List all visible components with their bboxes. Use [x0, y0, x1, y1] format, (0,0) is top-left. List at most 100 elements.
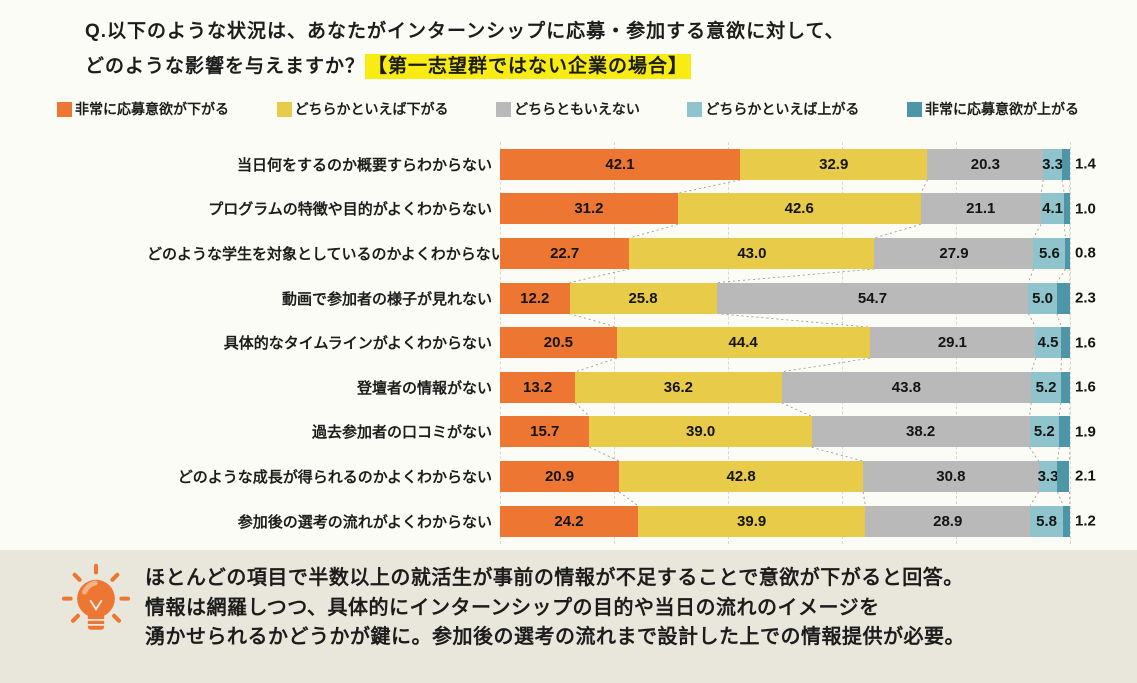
- segment-value: 29.1: [937, 334, 968, 352]
- segment-value: 5.2: [1035, 378, 1057, 396]
- bar-segment: 15.7: [500, 416, 590, 448]
- legend-item: どちらともいえない: [496, 99, 640, 119]
- legend-item: 非常に応募意欲が下がる: [57, 99, 229, 119]
- segment-value: 4.5: [1037, 334, 1059, 352]
- legend-swatch-icon: [906, 101, 922, 117]
- segment-value: 43.0: [737, 244, 767, 262]
- bar-segment: 25.8: [569, 282, 717, 314]
- bar-segment: 12.2: [500, 282, 570, 314]
- segment-value: 21.1: [966, 200, 996, 218]
- bar-segment: 36.2: [575, 371, 782, 403]
- segment-value: 28.9: [933, 512, 963, 530]
- segment-value: 5.8: [1036, 512, 1058, 530]
- chart-row: 当日何をするのか概要すらわからない 42.1 32.9 20.3 3.3 1.4: [147, 142, 1137, 187]
- bar-segment: 39.9: [637, 505, 866, 537]
- segment-value: 38.2: [906, 423, 936, 441]
- bar-segment: 5.2: [1029, 416, 1060, 448]
- segment-value: 32.9: [819, 155, 849, 173]
- legend-label: どちらともいえない: [514, 101, 640, 117]
- stacked-bar: 42.1 32.9 20.3 3.3 1.4: [500, 148, 1096, 180]
- bar-segment: 38.2: [811, 416, 1030, 448]
- insight-text: ほとんどの項目で半数以上の就活生が事前の情報が不足することで意欲が下がると回答。…: [145, 564, 965, 653]
- segment-value: 39.9: [737, 512, 767, 530]
- title-line1: Q.以下のような状況は、あなたがインターンシップに応募・参加する意欲に対して、: [85, 21, 845, 42]
- segment-value: 42.6: [784, 200, 814, 218]
- segment-value: 5.2: [1033, 423, 1055, 441]
- stacked-bar: 12.2 25.8 54.7 5.0 2.3: [500, 282, 1096, 314]
- segment-value: 36.2: [663, 378, 693, 396]
- bar-segment: [1061, 148, 1070, 180]
- segment-value-outside: 1.6: [1075, 378, 1096, 396]
- insight-line1: ほとんどの項目で半数以上の就活生が事前の情報が不足することで意欲が下がると回答。: [145, 567, 964, 589]
- legend-item: どちらかといえば上がる: [687, 99, 859, 119]
- stacked-bar: 13.2 36.2 43.8 5.2 1.6: [500, 371, 1096, 403]
- category-label: どのような学生を対象としているのかよくわからない: [147, 245, 506, 263]
- chart-row: プログラムの特徴や目的がよくわからない 31.2 42.6 21.1 4.1 1.0: [147, 187, 1137, 232]
- legend-label: どちらかといえば下がる: [294, 101, 449, 117]
- insight-line3: 湧かせられるかどうかが鍵に。参加後の選考の流れまで設計した上での情報提供が必要。: [145, 626, 965, 648]
- chart-row: どのような学生を対象としているのかよくわからない 22.7 43.0 27.9 5.6 0…: [147, 231, 1137, 276]
- legend-label: どちらかといえば上がる: [705, 101, 860, 117]
- bar-segment: 42.8: [619, 460, 864, 492]
- bar-segment: 27.9: [874, 237, 1034, 269]
- bar-segment: 42.6: [677, 193, 921, 225]
- legend-swatch-icon: [687, 101, 703, 117]
- bar-segment: [1060, 327, 1070, 359]
- bar-segment: [1057, 460, 1070, 492]
- bar-segment: 29.1: [869, 327, 1036, 359]
- bar-segment: 3.3: [1038, 460, 1058, 492]
- bar-segment: [1063, 505, 1070, 537]
- segment-value: 20.3: [970, 155, 1000, 173]
- legend-swatch-icon: [276, 101, 292, 117]
- stacked-bar: 20.5 44.4 29.1 4.5 1.6: [500, 327, 1096, 359]
- bar-segment: 5.6: [1033, 237, 1066, 269]
- bar-segment: 20.5: [500, 327, 617, 359]
- stacked-bar-chart: 当日何をするのか概要すらわからない 42.1 32.9 20.3 3.3 1.4 プログラム…: [147, 142, 1137, 544]
- segment-value: 3.3: [1042, 155, 1064, 173]
- bar-segment: 54.7: [716, 282, 1029, 314]
- title-line2-prefix: どのような影響を与えますか？: [85, 56, 366, 77]
- segment-value: 22.7: [550, 244, 580, 262]
- bar-segment: 42.1: [500, 148, 740, 180]
- bar-segment: 32.9: [739, 148, 928, 180]
- segment-value-outside: 1.4: [1075, 155, 1096, 173]
- bar-segment: 4.1: [1040, 193, 1065, 225]
- legend: 非常に応募意欲が下がる どちらかといえば下がる どちらともいえない どちらかといえば上…: [57, 99, 1079, 119]
- segment-value: 24.2: [554, 512, 584, 530]
- bar-segment: 5.2: [1031, 371, 1061, 403]
- chart-rows: 当日何をするのか概要すらわからない 42.1 32.9 20.3 3.3 1.4 プログラム…: [147, 142, 1137, 543]
- bar-segment: [1064, 193, 1070, 225]
- segment-value: 30.8: [936, 467, 966, 485]
- bar-segment: 39.0: [589, 416, 812, 448]
- segment-value: 39.0: [686, 423, 716, 441]
- chart-row: 動画で参加者の様子が見れない 12.2 25.8 54.7 5.0 2.3: [147, 276, 1137, 321]
- title-highlight: 【第一志望群ではない企業の場合】: [365, 54, 692, 79]
- legend-swatch-icon: [496, 101, 512, 117]
- bar-segment: 30.8: [863, 460, 1039, 492]
- legend-label: 非常に応募意欲が上がる: [924, 101, 1079, 117]
- chart-row: どのような成長が得られるのかよくわからない 20.9 42.8 30.8 3.3 2.1: [147, 454, 1137, 499]
- segment-value-outside: 1.6: [1075, 334, 1096, 352]
- category-label: どのような成長が得られるのかよくわからない: [177, 468, 492, 486]
- segment-value: 42.8: [726, 467, 756, 485]
- category-label: プログラムの特徴や目的がよくわからない: [208, 201, 492, 219]
- segment-value-outside: 1.9: [1075, 423, 1096, 441]
- category-label: 動画で参加者の様子が見れない: [281, 290, 492, 308]
- legend-item: 非常に応募意欲が上がる: [906, 99, 1079, 119]
- segment-value-outside: 0.8: [1075, 244, 1096, 262]
- category-label: 登壇者の情報がない: [356, 379, 492, 397]
- bar-segment: 31.2: [500, 193, 678, 225]
- page-title: Q.以下のような状況は、あなたがインターンシップに応募・参加する意欲に対して、 …: [85, 14, 845, 84]
- category-label: 参加後の選考の流れがよくわからない: [237, 513, 492, 531]
- stacked-bar: 31.2 42.6 21.1 4.1 1.0: [500, 193, 1096, 225]
- segment-value: 42.1: [605, 155, 635, 173]
- segment-value-outside: 1.0: [1075, 200, 1096, 218]
- segment-value: 43.8: [891, 378, 921, 396]
- insight-panel: ほとんどの項目で半数以上の就活生が事前の情報が不足することで意欲が下がると回答。…: [0, 550, 1137, 683]
- segment-value: 4.1: [1042, 200, 1064, 218]
- chart-row: 登壇者の情報がない 13.2 36.2 43.8 5.2 1.6: [147, 365, 1137, 410]
- bar-segment: 13.2: [500, 371, 576, 403]
- bar-segment: 43.0: [629, 237, 875, 269]
- segment-value: 15.7: [530, 423, 560, 441]
- segment-value: 13.2: [523, 378, 553, 396]
